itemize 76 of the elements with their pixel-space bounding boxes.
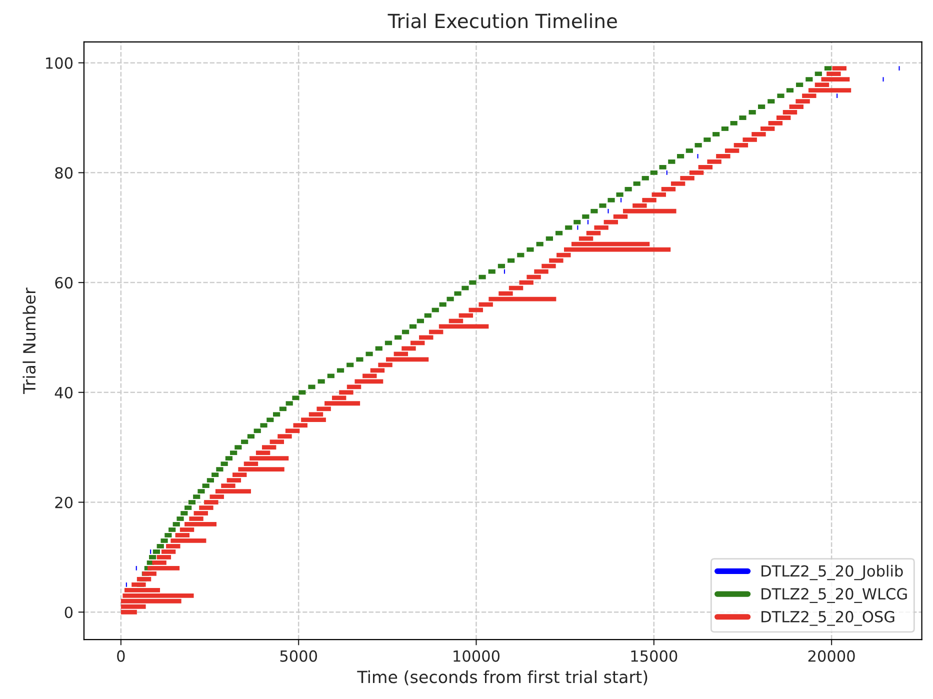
bar xyxy=(375,346,382,351)
bar xyxy=(806,77,813,82)
bar xyxy=(469,280,476,285)
bar xyxy=(446,296,454,302)
bar xyxy=(686,148,693,153)
bar xyxy=(439,302,446,307)
bar xyxy=(642,176,649,180)
legend-label: DTLZ2_5_20_Joblib xyxy=(762,564,903,580)
chart-title: Trial Execution Timeline xyxy=(388,13,617,28)
bar xyxy=(574,220,581,224)
bar xyxy=(590,208,598,214)
bar xyxy=(517,252,524,258)
bar xyxy=(409,324,417,329)
bar xyxy=(384,340,392,346)
x-tick-label: 0 xyxy=(117,650,125,662)
bar xyxy=(416,318,424,324)
bar xyxy=(633,181,640,186)
bar xyxy=(616,192,624,197)
bar xyxy=(346,362,354,368)
x-tick-label: 10000 xyxy=(454,650,500,662)
bar xyxy=(526,247,534,252)
y-tick-label: 100 xyxy=(46,57,73,69)
bar xyxy=(356,357,364,362)
bar xyxy=(721,126,729,131)
bar xyxy=(608,198,615,202)
bar xyxy=(327,374,334,378)
bar xyxy=(694,143,702,148)
y-tick-label: 60 xyxy=(55,277,73,289)
bar xyxy=(432,308,439,312)
bar xyxy=(555,230,563,236)
x-tick-label: 20000 xyxy=(808,650,855,662)
bar xyxy=(824,66,832,71)
bar xyxy=(777,94,784,98)
y-tick-label: 40 xyxy=(54,386,73,398)
bar xyxy=(508,258,515,263)
bar xyxy=(336,368,344,373)
x-axis-title: Time (seconds from first trial start) xyxy=(357,670,648,686)
bar xyxy=(478,274,486,280)
bar xyxy=(730,121,738,126)
bar xyxy=(704,138,711,142)
legend-label: DTLZ2_5_20_WLCG xyxy=(762,588,907,603)
bar xyxy=(424,313,432,318)
bar xyxy=(659,164,666,170)
y-tick-label: 20 xyxy=(55,496,73,508)
bar xyxy=(668,159,676,164)
bar xyxy=(796,82,804,87)
bar xyxy=(536,242,544,246)
bar xyxy=(565,225,572,230)
bar xyxy=(786,88,794,92)
bar xyxy=(454,291,462,296)
bar xyxy=(758,104,766,109)
bar xyxy=(582,214,590,219)
bar xyxy=(814,72,822,76)
bar xyxy=(546,236,553,241)
bar xyxy=(712,132,720,136)
bar xyxy=(308,384,316,390)
y-axis-title: Trial Number xyxy=(22,288,36,394)
y-tick-label: 80 xyxy=(55,167,73,179)
bar xyxy=(748,110,756,114)
bar xyxy=(498,264,506,268)
x-tick-label: 5000 xyxy=(280,650,318,662)
bar xyxy=(462,286,469,290)
bar xyxy=(739,116,746,120)
bar xyxy=(402,330,410,334)
bar xyxy=(394,335,402,340)
bar xyxy=(488,269,496,274)
bar xyxy=(676,154,684,158)
bar xyxy=(768,99,775,104)
y-tick-label: 0 xyxy=(64,606,73,618)
bar xyxy=(366,352,373,356)
bar xyxy=(318,379,325,384)
bar xyxy=(650,170,658,175)
bar xyxy=(624,186,632,192)
bar xyxy=(599,203,606,208)
legend-label: DTLZ2_5_20_OSG xyxy=(762,610,894,626)
x-tick-label: 15000 xyxy=(631,650,678,662)
